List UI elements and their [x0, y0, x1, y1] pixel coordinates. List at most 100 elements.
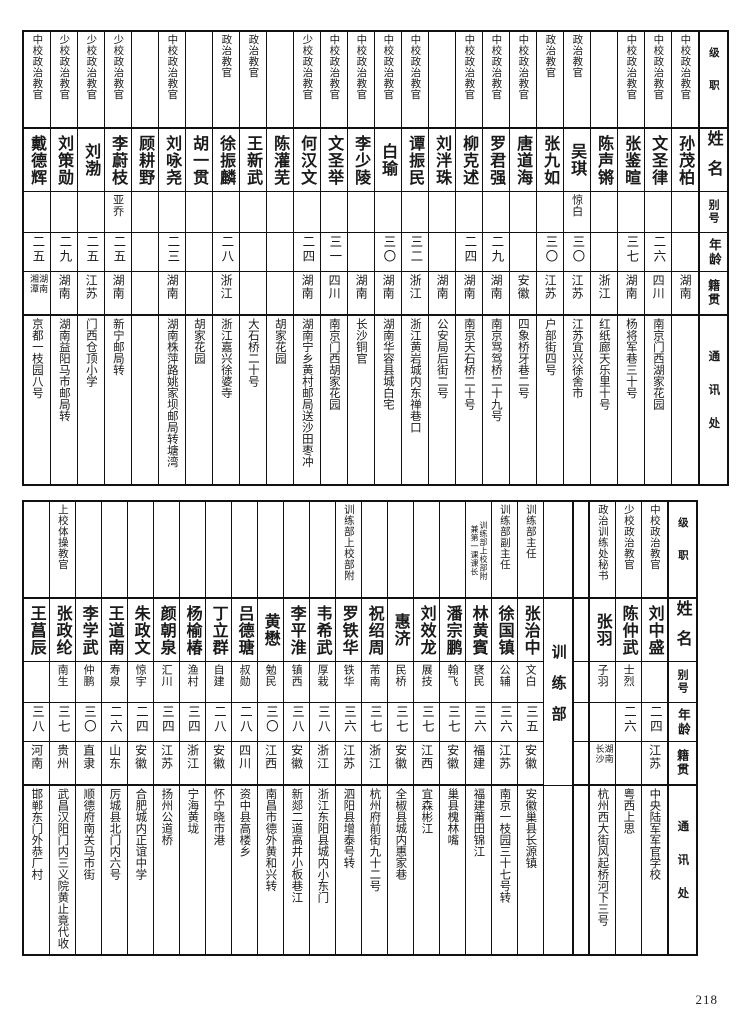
- cell-orig-11: 湖南: [374, 271, 402, 316]
- cell-addr-17: 顺德府南关马市街: [75, 784, 102, 956]
- row-header-rank: 级职: [698, 30, 729, 129]
- cell-alias-3: [590, 191, 618, 233]
- cell-alias-19: [158, 191, 186, 233]
- cell-alias-23: [50, 191, 78, 233]
- cell-rank-12: [205, 500, 232, 599]
- block-divider: [572, 784, 590, 956]
- cell-rank-14: 少校政治教官: [293, 30, 321, 129]
- bottom-roster-table: 上校体操教官 训练部上校部附 训练部上校部附 兼第一课课长 训练部副主任 训练部主任 政治训…: [22, 500, 698, 956]
- cell-name-6: 祝绍周: [361, 597, 388, 662]
- cell-orig-11: 四川: [231, 741, 258, 786]
- cell-age-1: 二六: [644, 232, 672, 272]
- cell-rank-15: [127, 500, 154, 599]
- cell-addr-1: 南京门西湖家花园: [644, 314, 672, 486]
- cell-name-14: 颜朝泉: [153, 597, 180, 662]
- cell-name-11: 白瑜: [374, 127, 402, 192]
- cell-alias-3: 翰飞: [439, 661, 466, 703]
- cell-addr-12: 怀宁晓市港: [205, 784, 232, 956]
- cell-name-20: 顾耕野: [131, 127, 159, 192]
- cell-name-3: 陈声锵: [590, 127, 618, 192]
- cell-age-19: 三八: [22, 702, 50, 742]
- cell-age-10: 三〇: [257, 702, 284, 742]
- section-label-training-dept: 训练部: [543, 597, 574, 786]
- cell-alias-13: 渔村: [179, 661, 206, 703]
- cell-addr-17: 浙江嘉兴徐婆寺: [212, 314, 240, 486]
- cell-rank-14: [153, 500, 180, 599]
- cell-age-3: 三七: [439, 702, 466, 742]
- cell-rank-15: [266, 30, 294, 129]
- cell-grp-addr-1: 粤西上思: [615, 784, 642, 956]
- cell-rank-22: 少校政治教官: [77, 30, 105, 129]
- cell-rank-23: 少校政治教官: [50, 30, 78, 129]
- row-header-origin: 籍贯: [667, 741, 698, 786]
- cell-name-6: 唐道海: [509, 127, 537, 192]
- cell-grp-name-2: 张羽: [588, 597, 616, 662]
- cell-orig-7: 湖南: [482, 271, 510, 316]
- cell-age-6: [509, 232, 537, 272]
- cell-rank-13: [179, 500, 206, 599]
- cell-rank-24: 中校政治教官: [22, 30, 51, 129]
- row-header-origin: 籍贯: [698, 271, 729, 316]
- cell-addr-9: 公安局后街二号: [428, 314, 456, 486]
- cell-addr-13: 宁海黄垅: [179, 784, 206, 956]
- cell-orig-6: 浙江: [361, 741, 388, 786]
- cell-rank-19: [22, 500, 50, 599]
- cell-grp-orig-2: 湖南 长沙: [588, 741, 616, 786]
- cell-name-7: 罗君强: [482, 127, 510, 192]
- cell-orig-14: 江苏: [153, 741, 180, 786]
- cell-rank-17: 政治教官: [212, 30, 240, 129]
- section-label-spacer: [543, 784, 574, 956]
- cell-name-7: 罗铁华: [335, 597, 362, 662]
- cell-age-7: 二九: [482, 232, 510, 272]
- cell-grp-rank-1: 少校政治教官: [615, 500, 642, 599]
- cell-age-15: [266, 232, 294, 272]
- cell-orig-10: 浙江: [401, 271, 429, 316]
- cell-alias-18: 南生: [49, 661, 76, 703]
- section-label-spacer: [543, 500, 574, 599]
- cell-rank-0: 训练部主任: [517, 500, 544, 599]
- cell-name-9: 李平淮: [283, 597, 310, 662]
- cell-alias-14: [293, 191, 321, 233]
- cell-age-10: 三二: [401, 232, 429, 272]
- cell-name-17: 李学武: [75, 597, 102, 662]
- cell-age-22: 二五: [77, 232, 105, 272]
- cell-orig-18: [185, 271, 213, 316]
- cell-age-21: 二五: [104, 232, 132, 272]
- cell-name-0: 张治中: [517, 597, 544, 662]
- cell-addr-6: 杭州府前街九十二号: [361, 784, 388, 956]
- cell-addr-16: 大石桥二十号: [239, 314, 267, 486]
- cell-orig-4: 江苏: [563, 271, 591, 316]
- cell-rank-3: [590, 30, 618, 129]
- cell-age-5: 三七: [387, 702, 414, 742]
- cell-name-11: 吕德瑭: [231, 597, 258, 662]
- cell-orig-2: 福建: [465, 741, 492, 786]
- cell-alias-1: 公辅: [491, 661, 518, 703]
- cell-orig-20: [131, 271, 159, 316]
- top-roster-table: 中校政治教官 少校政治教官 少校政治教官 少校政治教官 中校政治教官 政治教官 政治教官 少校…: [22, 30, 729, 486]
- cell-addr-8: 浙江东阳县城内小东门: [309, 784, 336, 956]
- cell-alias-6: [509, 191, 537, 233]
- block-divider: [572, 661, 590, 703]
- cell-age-3: [590, 232, 618, 272]
- cell-orig-13: 浙江: [179, 741, 206, 786]
- cell-age-13: 三四: [179, 702, 206, 742]
- cell-name-2: 张鉴暄: [617, 127, 645, 192]
- cell-orig-13: 四川: [320, 271, 348, 316]
- cell-alias-12: 自建: [205, 661, 232, 703]
- cell-grp-age-0: 二四: [641, 702, 669, 742]
- cell-addr-11: 资中县高楼乡: [231, 784, 258, 956]
- cell-rank-6: 中校政治教官: [509, 30, 537, 129]
- cell-name-5: 惠济: [387, 597, 414, 662]
- cell-orig-12: 安徽: [205, 741, 232, 786]
- cell-addr-23: 湖南益阳马市邮局转: [50, 314, 78, 486]
- cell-orig-21: 湖南: [104, 271, 132, 316]
- cell-rank-16: 政治教官: [239, 30, 267, 129]
- cell-age-0: [671, 232, 700, 272]
- cell-addr-5: 户部街四号: [536, 314, 564, 486]
- row-header-alias: 别号: [698, 191, 729, 233]
- top-roster-table-wrapper: 中校政治教官 少校政治教官 少校政治教官 少校政治教官 中校政治教官 政治教官 政治教官 少校…: [22, 30, 729, 486]
- cell-rank-18: [185, 30, 213, 129]
- cell-addr-15: 合肥城内正谊中学: [127, 784, 154, 956]
- cell-name-19: 王菖辰: [22, 597, 50, 662]
- cell-age-24: 二五: [22, 232, 51, 272]
